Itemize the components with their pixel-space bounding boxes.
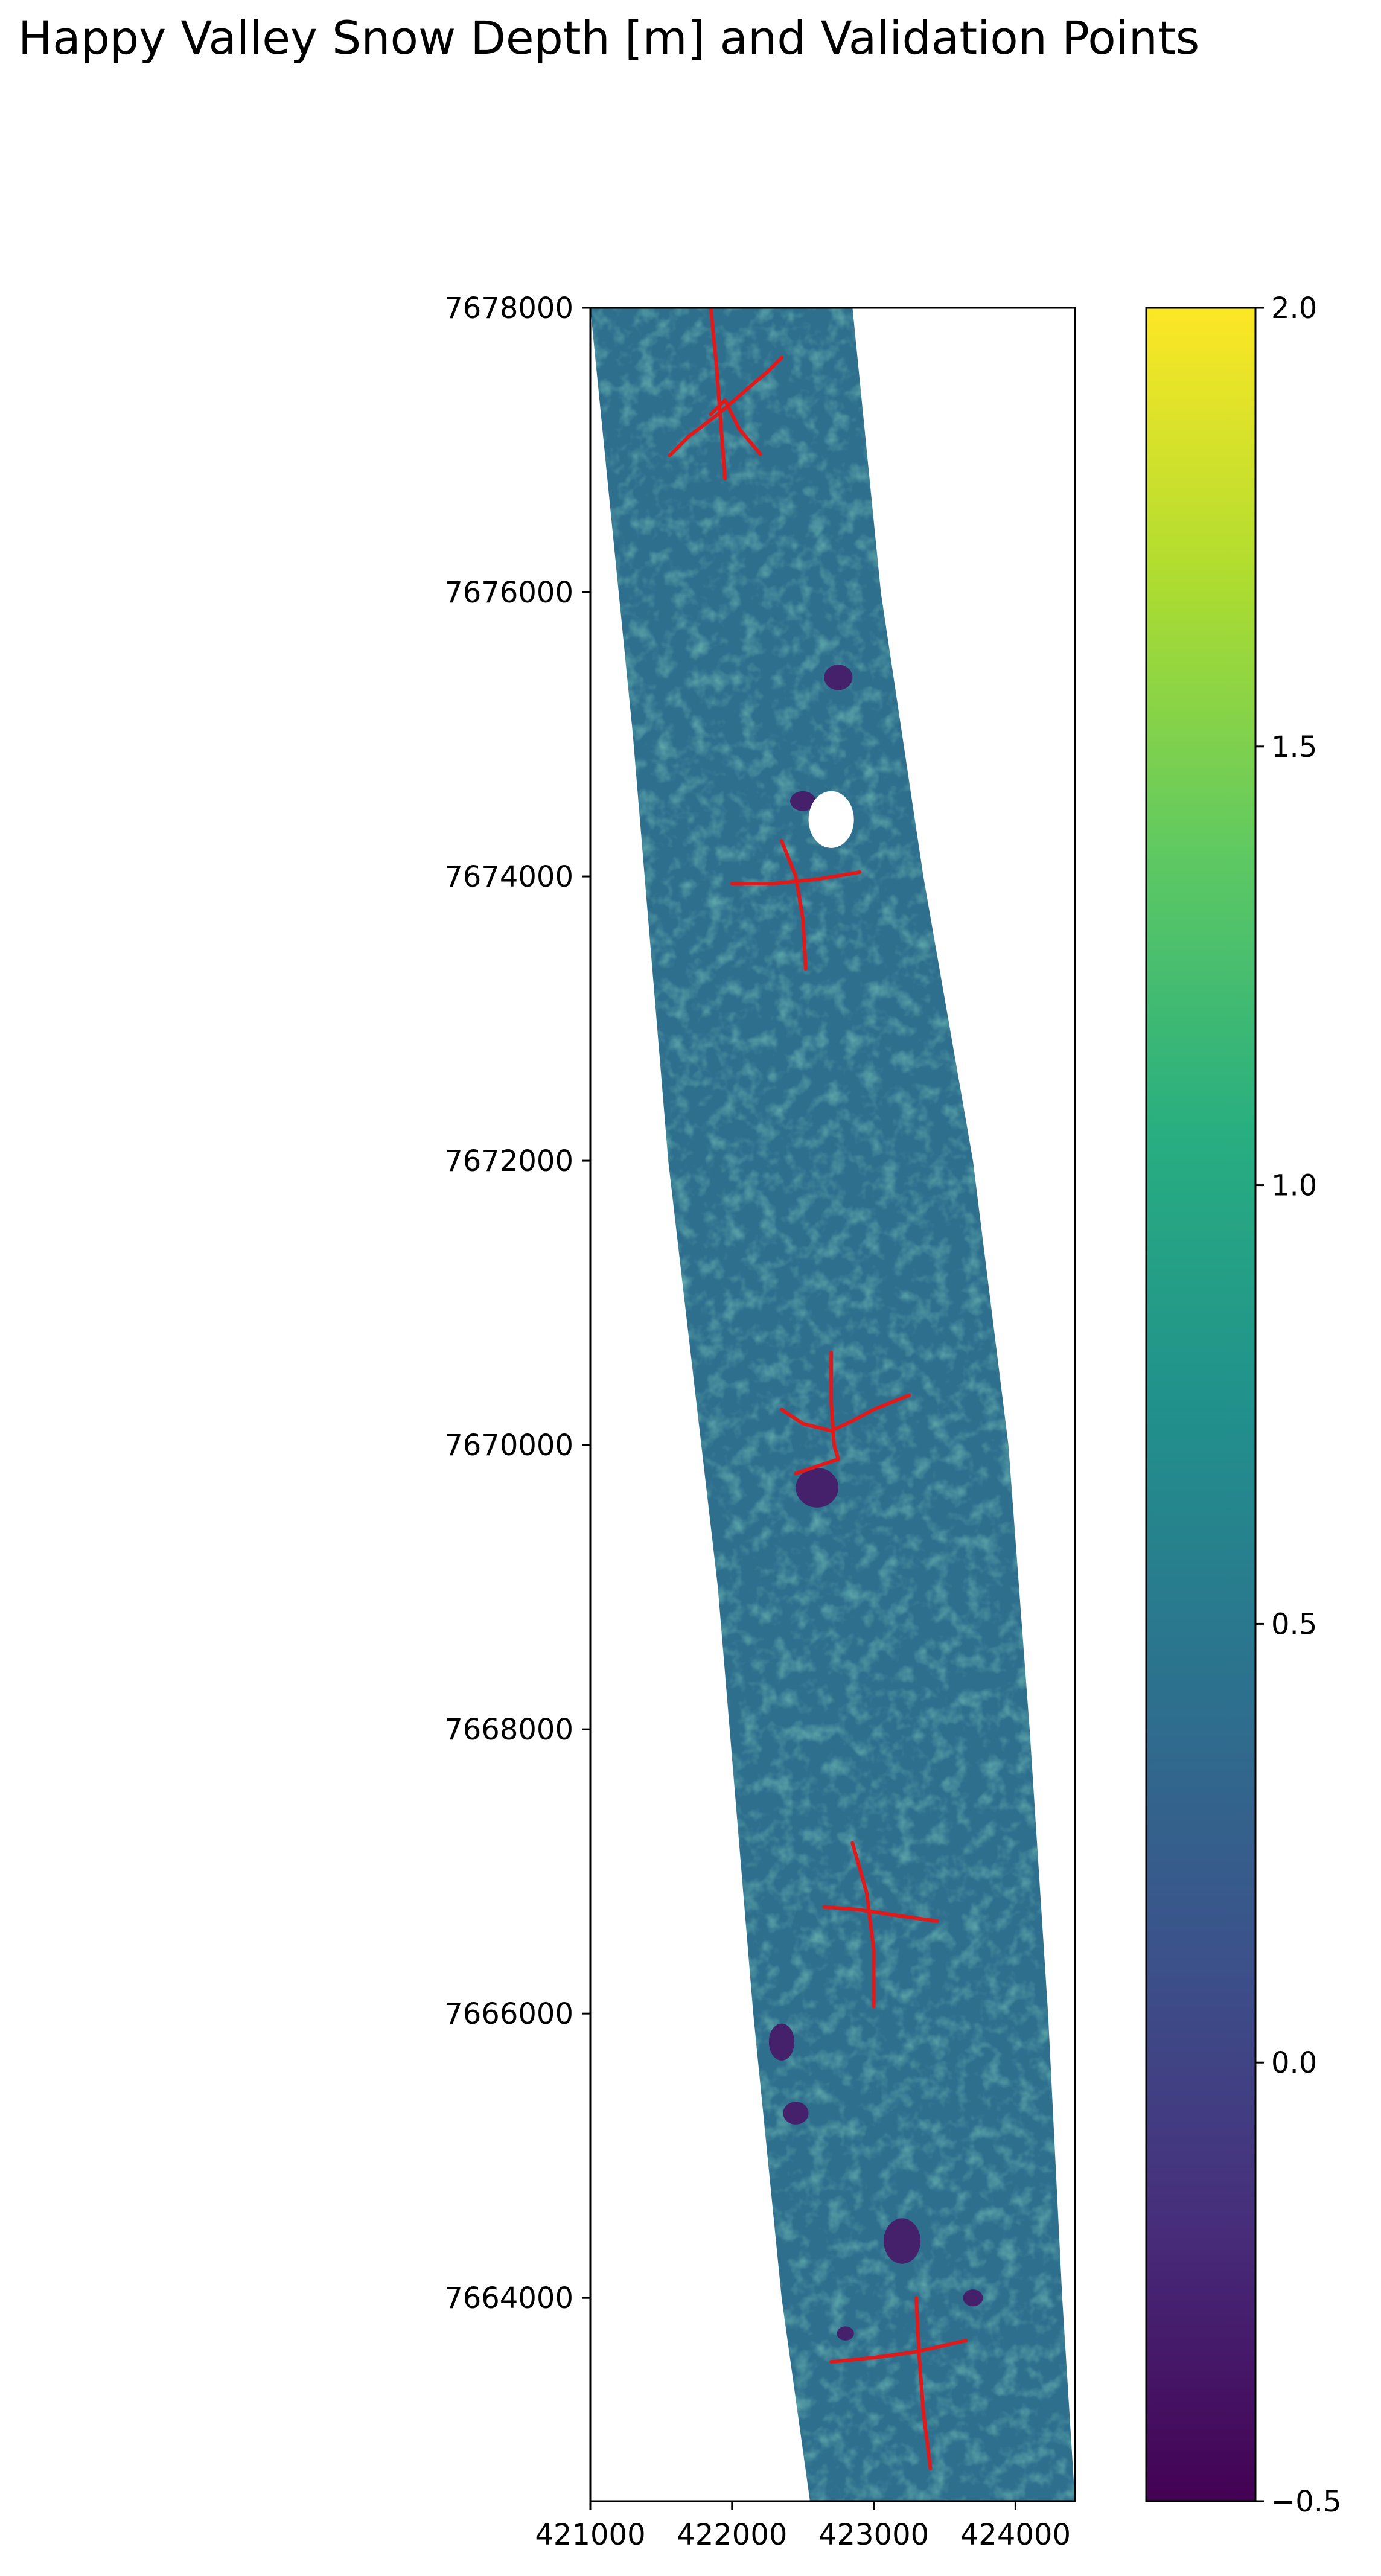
y-tick-label: 7674000 (444, 860, 573, 894)
validation-line (822, 1905, 940, 1924)
colorbar-tick-label: 2.0 (1271, 292, 1317, 325)
low-depth-patch (884, 2218, 921, 2264)
low-depth-patch (963, 2289, 983, 2307)
y-tick-label: 7666000 (444, 1997, 573, 2031)
y-tick-label: 7670000 (444, 1429, 573, 1462)
validation-line (709, 308, 727, 480)
no-data-patch (808, 791, 854, 848)
colorbar-tick-label: −0.5 (1271, 2485, 1342, 2519)
colorbar-tick-label: 0.0 (1271, 2046, 1317, 2080)
low-depth-patch (768, 2023, 795, 2061)
chart-title: Happy Valley Snow Depth [m] and Validati… (18, 11, 1200, 65)
colorbar-tick-label: 1.0 (1271, 1169, 1317, 1203)
colorbar-gradient (1145, 307, 1257, 2502)
low-depth-patch (837, 2326, 854, 2341)
plot-area: 421000 422000 423000 424000 7664000 7666000 76… (444, 292, 1076, 2552)
x-tick-label: 423000 (818, 2518, 929, 2552)
validation-line (779, 839, 808, 971)
y-tick-label: 7672000 (444, 1144, 573, 1178)
validation-line (829, 1393, 911, 1433)
x-tick-label: 421000 (535, 2518, 645, 2552)
x-tick-label: 424000 (960, 2518, 1071, 2552)
y-tick-label: 7676000 (444, 576, 573, 610)
low-depth-patch (783, 2102, 809, 2125)
validation-line (779, 1408, 834, 1433)
validation-line (829, 1351, 840, 1461)
validation-line (829, 2338, 968, 2364)
validation-line (850, 1841, 876, 2009)
validation-line (914, 2296, 933, 2470)
y-tick-label: 7668000 (444, 1713, 573, 1747)
x-tick-label: 422000 (677, 2518, 787, 2552)
colorbar-tick-label: 0.5 (1271, 1607, 1317, 1641)
low-depth-patch (790, 791, 816, 811)
low-depth-patch (796, 1467, 838, 1508)
colorbar: 2.0 1.5 1.0 0.5 0.0 −0.5 (1145, 292, 1342, 2519)
colorbar-tick-label: 1.5 (1271, 730, 1317, 764)
y-tick-label: 7678000 (444, 292, 573, 325)
low-depth-patch (824, 665, 853, 690)
validation-line (709, 398, 762, 456)
validation-line (794, 1457, 840, 1476)
y-tick-label: 7664000 (444, 2281, 573, 2315)
swath-layer (590, 308, 1075, 2501)
axes-frame (589, 307, 1076, 2502)
